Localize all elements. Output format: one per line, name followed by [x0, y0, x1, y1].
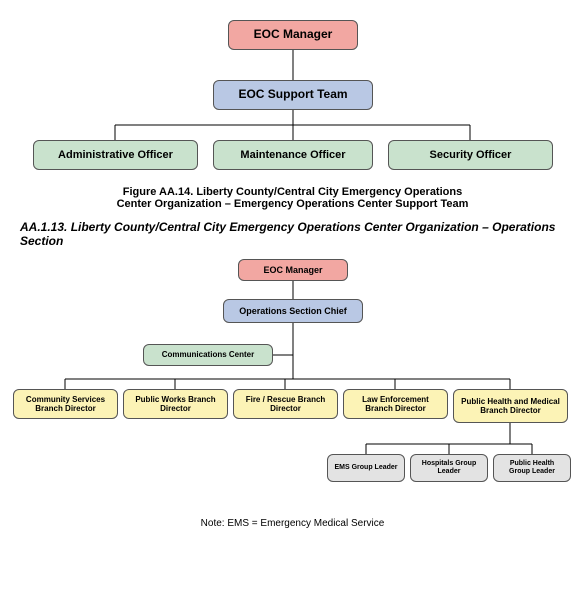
org-chart-operations-section: EOC Manager Operations Section Chief Commu…	[10, 254, 575, 514]
org-node-fire: Fire / Rescue Branch Director	[233, 389, 338, 419]
org-node-ems: EMS Group Leader	[327, 454, 405, 482]
org-node-eoc_mgr2: EOC Manager	[238, 259, 348, 281]
org-node-comm: Communications Center	[143, 344, 273, 366]
figure-caption: Figure AA.14. Liberty County/Central Cit…	[10, 186, 575, 210]
org-node-support: EOC Support Team	[213, 80, 373, 110]
caption-line1: Figure AA.14. Liberty County/Central Cit…	[123, 186, 462, 198]
footnote: Note: EMS = Emergency Medical Service	[10, 518, 575, 529]
org-node-commsvc: Community Services Branch Director	[13, 389, 118, 419]
section-title: AA.1.13. Liberty County/Central City Eme…	[20, 220, 575, 248]
org-node-pubworks: Public Works Branch Director	[123, 389, 228, 419]
org-node-health: Public Health and Medical Branch Directo…	[453, 389, 568, 423]
org-node-pubh: Public Health Group Leader	[493, 454, 571, 482]
org-node-maint: Maintenance Officer	[213, 140, 373, 170]
org-node-hosp: Hospitals Group Leader	[410, 454, 488, 482]
org-node-sec: Security Officer	[388, 140, 553, 170]
org-chart-support-team: EOC Manager EOC Support Team Administrativ…	[10, 10, 575, 180]
org-node-eoc_mgr: EOC Manager	[228, 20, 358, 50]
org-node-law: Law Enforcement Branch Director	[343, 389, 448, 419]
org-node-ops_chief: Operations Section Chief	[223, 299, 363, 323]
caption-line2: Center Organization – Emergency Operatio…	[117, 198, 469, 210]
org-node-admin: Administrative Officer	[33, 140, 198, 170]
